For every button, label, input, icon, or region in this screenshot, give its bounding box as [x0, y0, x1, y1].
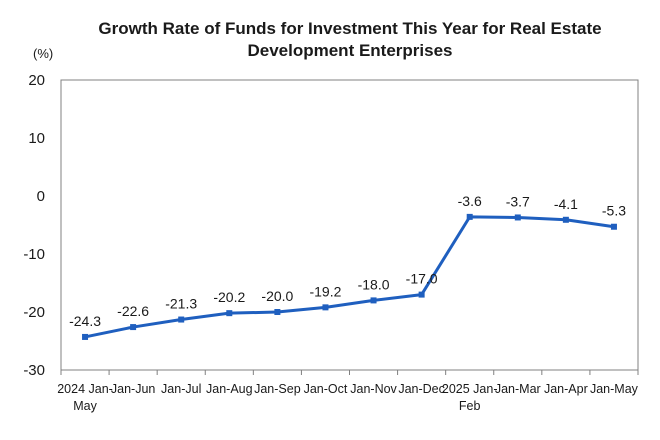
x-tick-label: Jan-Oct: [304, 382, 348, 396]
y-axis: 20 10 0 -10 -20 -30: [23, 72, 639, 379]
x-tick-label: Feb: [459, 399, 481, 413]
data-label: -21.3: [165, 296, 197, 312]
x-tick-label: Jan-Jul: [161, 382, 201, 396]
data-label: -20.2: [213, 289, 245, 305]
plot-frame: [60, 79, 639, 371]
y-tick-label: 20: [28, 72, 45, 89]
y-tick-label: -30: [23, 362, 45, 379]
x-tick-label: 2025 Jan-: [442, 382, 498, 396]
data-point: [226, 310, 233, 317]
y-tick-label: 0: [37, 188, 45, 205]
data-label: -20.0: [261, 288, 293, 304]
y-tick-label: 10: [28, 130, 45, 147]
x-tick-label: 2024 Jan-: [57, 382, 113, 396]
data-point: [418, 291, 425, 298]
x-tick-label: May: [73, 399, 97, 413]
chart-title-line-1: Growth Rate of Funds for Investment This…: [98, 19, 601, 38]
series-line: [82, 213, 617, 340]
data-point: [370, 297, 377, 304]
data-labels: -24.3 -22.6 -21.3 -20.2 -20.0 -19.2 -18.0 -17.0…: [69, 193, 626, 329]
data-point: [274, 309, 281, 315]
data-point: [178, 316, 185, 323]
data-point: [82, 333, 89, 340]
x-axis: 2024 Jan- May Jan-Jun Jan-Jul Jan-Aug Jan-Sep…: [57, 370, 639, 413]
data-label: -24.3: [69, 313, 101, 329]
data-point: [514, 214, 521, 221]
data-point: [466, 213, 473, 220]
chart-title-line-2: Development Enterprises: [247, 41, 452, 60]
x-tick-label: Jan-Apr: [544, 382, 588, 396]
data-label: -4.1: [554, 196, 578, 212]
x-tick-label: Jan-Jun: [111, 382, 156, 396]
y-tick-label: -20: [23, 304, 45, 321]
y-axis-unit: (%): [33, 46, 53, 61]
y-tick-label: -10: [23, 246, 45, 263]
data-point: [562, 216, 569, 223]
data-label: -5.3: [602, 203, 626, 219]
data-point: [610, 223, 617, 230]
data-point: [322, 304, 329, 311]
series-polyline: [84, 215, 615, 339]
data-label: -18.0: [358, 276, 390, 292]
x-tick-label: Jan-Aug: [206, 382, 253, 396]
data-label: -22.6: [117, 303, 149, 319]
data-label: -17.0: [406, 271, 438, 287]
data-label: -3.7: [506, 193, 530, 209]
x-tick-label: Jan-Mar: [495, 382, 541, 396]
data-label: -3.6: [458, 193, 482, 209]
x-tick-label: Jan-May: [590, 382, 639, 396]
x-tick-label: Jan-Nov: [350, 382, 397, 396]
data-label: -19.2: [309, 283, 341, 299]
data-point: [130, 324, 137, 331]
x-tick-label: Jan-Sep: [254, 382, 301, 396]
x-tick-label: Jan-Dec: [398, 382, 445, 396]
